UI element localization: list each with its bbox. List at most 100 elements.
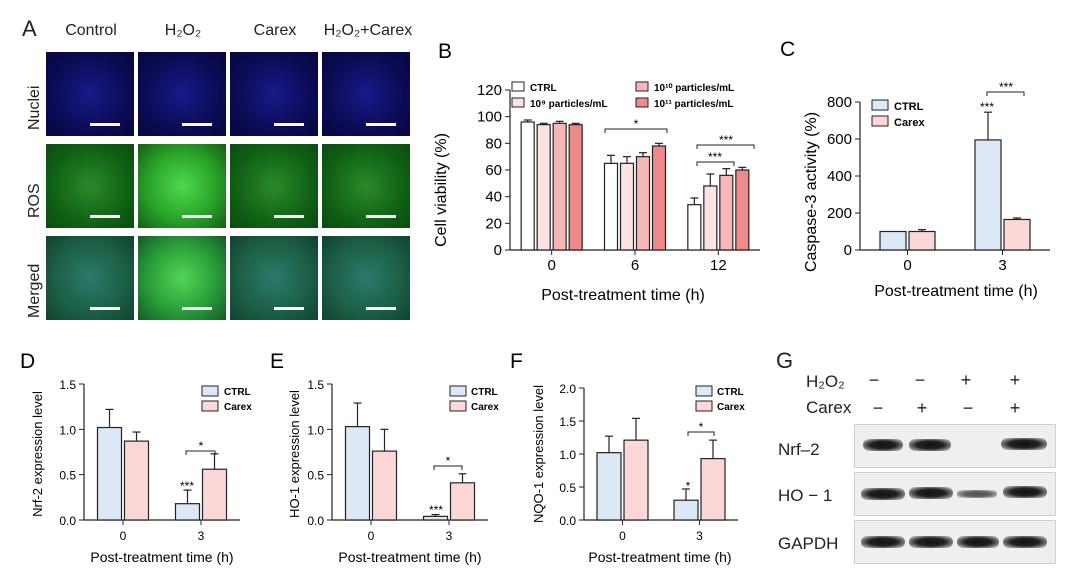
chart-panel-f: F NQO-1 expression level Post-treatment … <box>510 350 745 565</box>
y-tick-label: 120 <box>477 82 502 99</box>
blot-band <box>909 487 953 499</box>
chart-panel-b: B Cell viability (%) Post-treatment time… <box>433 40 760 304</box>
legend-label-carex: Carex <box>471 402 499 413</box>
bar <box>96 426 123 521</box>
x-tick-label: 3 <box>998 257 1006 274</box>
bar <box>596 452 622 521</box>
x-tick-label: 3 <box>198 529 205 543</box>
western-blot-ho1 <box>854 472 1056 516</box>
x-tick-label: 0 <box>619 529 626 543</box>
scale-bar <box>182 307 212 310</box>
bar <box>422 515 449 521</box>
micrograph-merged-carex <box>230 236 318 320</box>
panel-c-letter: C <box>780 38 795 61</box>
legend-label-1e11: 10¹¹ particles/mL <box>654 99 733 110</box>
y-tick-label: 800 <box>827 94 852 111</box>
bar <box>520 121 535 251</box>
panel-b-ylabel: Cell viability (%) <box>433 133 450 247</box>
y-tick-label: 0.5 <box>559 481 576 495</box>
y-tick-label: 200 <box>827 205 852 222</box>
micrograph-merged-control <box>46 236 134 320</box>
column-label-carex: Carex <box>253 22 297 39</box>
y-tick-label: 1.5 <box>59 378 76 392</box>
sig-marker: * <box>199 439 204 453</box>
micrograph-merged-h2o2 <box>138 236 226 320</box>
panel-e-ylabel: HO-1 expression level <box>287 390 302 518</box>
y-tick-label: 400 <box>827 168 852 185</box>
blot-band <box>1003 536 1047 548</box>
micrograph-nuclei-h2o2 <box>138 52 226 136</box>
panel-b-letter: B <box>438 40 452 63</box>
panel-a-letter: A <box>22 16 37 41</box>
micrograph-merged-h2o2-carex <box>322 236 410 320</box>
x-tick-label: 0 <box>368 529 375 543</box>
blot-band <box>861 488 905 500</box>
panel-f-xlabel: Post-treatment time (h) <box>588 549 731 565</box>
y-tick-label: 40 <box>485 189 502 206</box>
bar <box>568 124 583 251</box>
bar <box>635 156 651 251</box>
h2o2-sign: − <box>914 370 926 390</box>
panel-d-ylabel: Nrf-2 expression level <box>30 391 45 517</box>
bar <box>908 230 936 251</box>
micrograph-ros-control <box>46 144 134 228</box>
bar <box>201 468 228 521</box>
micrograph-ros-carex <box>230 144 318 228</box>
y-tick-label: 600 <box>827 131 852 148</box>
panel-c-ylabel: Caspase-3 activity (%) <box>803 112 820 272</box>
row-label-nuclei: Nuclei <box>26 85 43 130</box>
blot-band <box>861 536 905 548</box>
y-tick-label: 0.0 <box>59 514 76 528</box>
western-blot-nrf2 <box>854 424 1056 468</box>
legend-label-ctrl: CTRL <box>530 83 557 94</box>
micrograph-ros-h2o2 <box>138 144 226 228</box>
blot-label-ho1: HO − 1 <box>778 486 833 505</box>
y-tick-label: 0 <box>494 242 502 259</box>
sig-marker: *** <box>719 133 733 147</box>
panel-b-legend: CTRL 10⁹ particles/mL 10¹⁰ particles/mL … <box>511 81 734 110</box>
sig-marker: *** <box>999 80 1013 94</box>
sig-marker: * <box>686 479 691 493</box>
bar <box>1003 218 1031 251</box>
bar <box>371 450 398 521</box>
y-tick-label: 1.0 <box>307 423 324 437</box>
scale-bar <box>182 123 212 126</box>
sig-marker: *** <box>708 150 722 164</box>
panel-e-legend: CTRL Carex <box>449 385 499 413</box>
y-tick-label: 0 <box>844 242 852 259</box>
scale-bar <box>90 123 120 126</box>
carex-sign: − <box>872 398 884 418</box>
bar <box>687 204 702 251</box>
bar <box>673 499 699 521</box>
y-tick-label: 1.5 <box>307 378 324 392</box>
scale-bar <box>90 215 120 218</box>
panel-g-letter: G <box>776 348 794 373</box>
bar <box>552 122 567 251</box>
carex-sign: − <box>962 398 974 418</box>
chart-panel-c: C Caspase-3 activity (%) Post-treatment … <box>780 38 1050 300</box>
y-tick-label: 0.0 <box>559 514 576 528</box>
panel-b-xlabel: Post-treatment time (h) <box>541 287 705 304</box>
carex-sign: + <box>1009 398 1021 418</box>
scale-bar <box>274 307 304 310</box>
bar <box>719 174 734 251</box>
legend-label-ctrl: CTRL <box>471 387 498 398</box>
sig-marker: * <box>446 454 451 468</box>
chart-panel-d: D Nrf-2 expression level Post-treatment … <box>20 350 252 565</box>
bar <box>536 124 551 251</box>
panel-b-significance: * *** *** <box>604 117 755 166</box>
legend-label-1e9: 10⁹ particles/mL <box>530 99 608 110</box>
scale-bar <box>366 123 396 126</box>
blot-band <box>957 490 997 498</box>
sig-marker: * <box>699 420 704 434</box>
sig-marker: *** <box>429 503 443 517</box>
x-tick-label: 3 <box>446 529 453 543</box>
blot-band <box>909 536 953 548</box>
panel-c-xlabel: Post-treatment time (h) <box>874 283 1038 300</box>
row-label-ros: ROS <box>26 183 43 218</box>
panel-e-letter: E <box>270 350 284 373</box>
x-tick-label: 0 <box>547 257 555 274</box>
panel-d-legend: CTRL Carex <box>201 385 252 413</box>
bar <box>123 440 150 521</box>
h2o2-sign: + <box>960 370 972 390</box>
